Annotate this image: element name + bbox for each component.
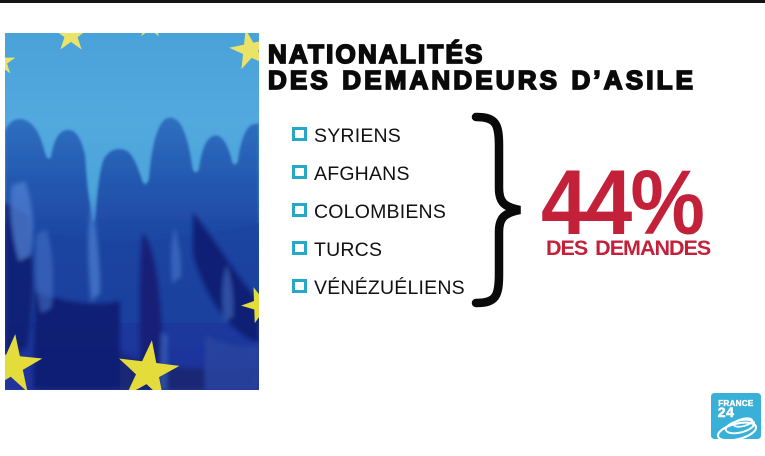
svg-text:24: 24 xyxy=(718,404,735,420)
svg-text:FRANCE: FRANCE xyxy=(718,399,754,408)
